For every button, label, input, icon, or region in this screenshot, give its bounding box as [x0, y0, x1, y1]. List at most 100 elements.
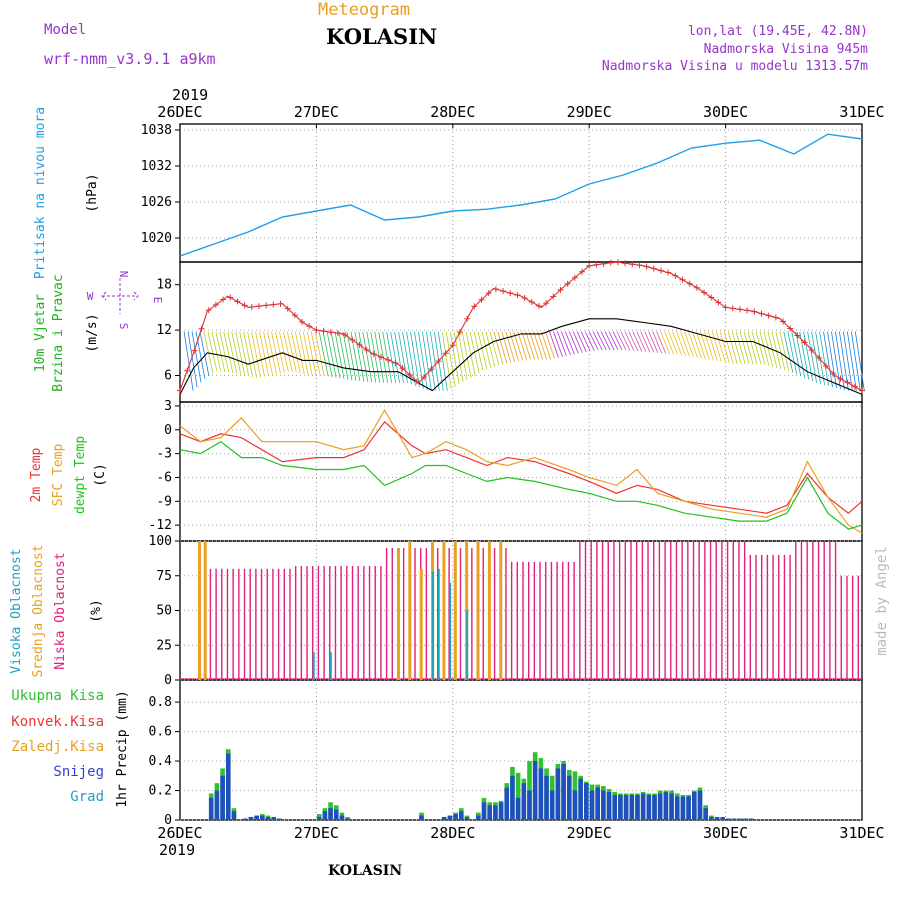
wind-speed-marker	[815, 354, 822, 361]
wind-direction-hatch	[672, 331, 682, 356]
wind-direction-hatch	[330, 331, 341, 379]
precip-snow-bar	[328, 808, 333, 820]
temp-line-1	[179, 421, 863, 514]
wind-speed-marker	[571, 274, 578, 281]
wind-speed-marker	[220, 296, 227, 303]
wind-speed-marker	[808, 347, 815, 354]
precip-snow-bar	[504, 787, 510, 820]
wind-direction-hatch	[259, 331, 269, 376]
wind-speed-marker	[794, 332, 801, 339]
wind-direction-hatch	[549, 331, 559, 358]
wind-direction-hatch	[747, 331, 758, 365]
wind-direction-hatch	[759, 331, 770, 367]
wind-direction-hatch	[310, 331, 321, 376]
wind-direction-hatch	[755, 331, 766, 365]
wind-speed-marker	[435, 358, 442, 365]
wind-speed-marker	[859, 387, 865, 394]
wind-direction-hatch	[731, 331, 742, 365]
precip-snow-bar	[629, 794, 635, 820]
y-tick-label: -12	[149, 518, 172, 533]
compass-w: W	[87, 290, 94, 303]
wind-speed-marker	[708, 294, 715, 301]
wind-direction-hatch	[553, 331, 563, 357]
wind-speed-marker	[248, 304, 255, 311]
y-tick-label: 12	[156, 323, 172, 338]
wind-direction-hatch	[557, 331, 567, 356]
precip-snow-bar	[584, 783, 589, 820]
wind-direction-hatch	[314, 331, 325, 376]
mid-cloud-bar	[419, 568, 423, 680]
wind-speed-marker	[299, 318, 306, 325]
wind-speed-marker	[485, 290, 492, 297]
date-tick-bottom: 30DEC	[703, 824, 748, 842]
wind-direction-hatch	[715, 331, 726, 363]
wind-speed-marker	[334, 330, 341, 337]
precip-snow-bar	[339, 815, 345, 820]
wind-direction-hatch	[255, 331, 265, 377]
precip-legend-5: Grad	[70, 789, 104, 805]
y-tick-label: 1026	[141, 195, 172, 210]
wind-direction-hatch	[592, 331, 603, 351]
wind-speed-marker	[342, 331, 349, 338]
wind-direction-hatch	[616, 331, 627, 351]
wind-direction-hatch	[636, 331, 647, 352]
precip-snow-bar	[572, 790, 578, 820]
wind-direction-hatch	[775, 331, 786, 371]
precip-snow-bar	[578, 778, 583, 820]
wind-direction-hatch	[386, 331, 397, 383]
precip-snow-bar	[737, 818, 743, 820]
precip-snow-bar	[549, 790, 555, 820]
wind-speed-marker	[830, 370, 837, 377]
precip-snow-bar	[640, 793, 646, 820]
mid-cloud-bar	[453, 541, 457, 680]
y-tick-label: 18	[156, 278, 172, 293]
wind-direction-hatch	[318, 331, 329, 377]
wind-speed-marker	[191, 347, 198, 354]
wind-direction-hatch	[326, 331, 337, 378]
wind-direction-hatch	[529, 331, 540, 360]
precip-snow-bar	[726, 818, 731, 820]
wind-speed-marker	[579, 268, 586, 275]
high-cloud-bar	[437, 568, 440, 680]
meteogram-label: Meteogram	[318, 0, 411, 20]
wind-speed-marker	[406, 371, 413, 378]
precip-snow-bar	[225, 753, 231, 820]
precip-snow-bar	[748, 818, 754, 820]
wind-direction-hatch	[306, 331, 317, 376]
precip-snow-bar	[231, 811, 237, 820]
wind-direction-hatch	[564, 331, 575, 355]
wind-speed-marker	[291, 312, 298, 319]
wind-direction-hatch	[231, 331, 242, 375]
wind-speed-marker	[837, 375, 844, 382]
wind-direction-hatch	[652, 331, 663, 354]
date-tick-bottom: 29DEC	[567, 824, 612, 842]
wind-direction-hatch	[211, 331, 222, 372]
wind-direction-hatch	[612, 331, 623, 351]
wind-speed-marker	[787, 325, 794, 332]
wind-direction-hatch	[290, 331, 301, 374]
wind-speed-marker	[378, 353, 385, 360]
precip-snow-bar	[635, 794, 640, 820]
wind-direction-hatch	[219, 331, 230, 373]
wind-direction-hatch	[410, 331, 420, 388]
wind-direction-hatch	[227, 331, 238, 374]
wind-direction-hatch	[271, 331, 281, 374]
high-cloud-bar	[312, 652, 315, 680]
wind-direction-hatch	[835, 331, 845, 391]
mid-cloud-bar	[476, 541, 480, 680]
wind-speed-marker	[607, 259, 614, 266]
wind-direction-hatch	[763, 331, 774, 368]
mid-cloud-bar	[499, 541, 503, 680]
wind-speed-marker	[693, 284, 700, 291]
wind-direction-hatch	[465, 331, 476, 376]
mid-cloud-bar	[487, 541, 491, 680]
wind-direction-hatch	[370, 331, 381, 383]
wind-direction-hatch	[461, 331, 472, 378]
cloud-label-high: Visoka Oblacnost	[9, 548, 24, 673]
wind-direction-hatch	[600, 331, 611, 351]
wind-direction-hatch	[743, 331, 754, 365]
wind-speed-marker	[844, 379, 851, 386]
wind-speed-marker	[751, 308, 758, 315]
wind-direction-hatch	[517, 331, 528, 361]
